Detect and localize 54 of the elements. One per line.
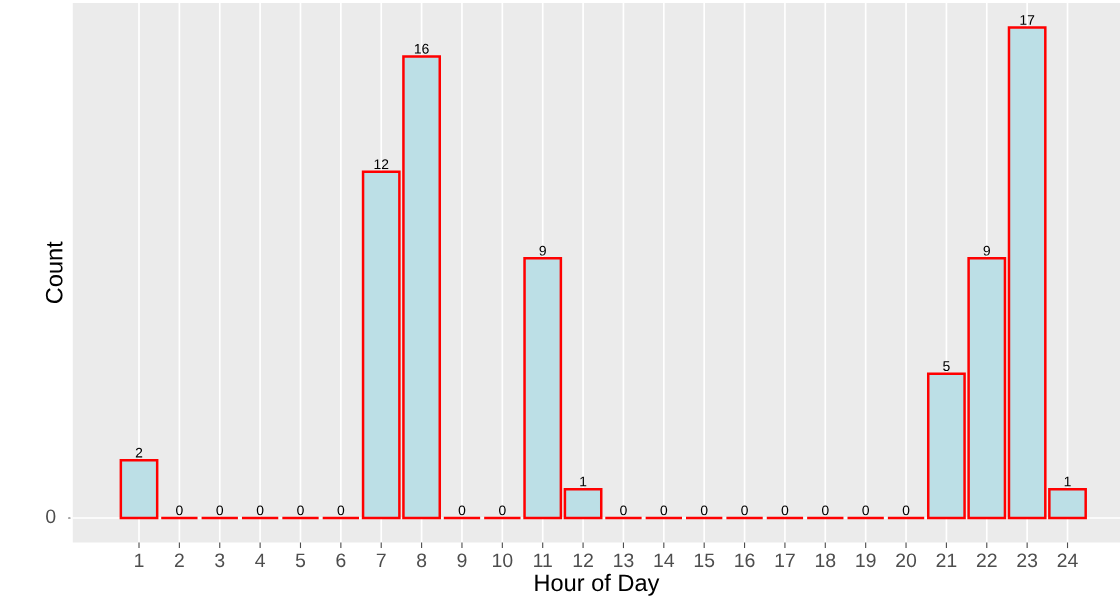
x-tick-label: 16 — [735, 553, 755, 568]
data-label: 0 — [700, 505, 708, 516]
bar — [523, 257, 563, 520]
bar — [119, 459, 159, 520]
data-label: 0 — [176, 505, 183, 516]
y-axis-title: Count — [45, 241, 63, 304]
data-label: 0 — [620, 505, 627, 516]
x-tick-label: 22 — [976, 553, 997, 568]
data-label: 0 — [297, 505, 304, 516]
x-tick-label: 17 — [775, 553, 795, 568]
data-label: 0 — [458, 505, 466, 516]
data-label: 2 — [135, 447, 143, 458]
x-tick-label: 14 — [654, 553, 675, 568]
data-label: 5 — [943, 361, 950, 371]
x-tick-label: 5 — [295, 553, 306, 568]
data-label: 12 — [374, 159, 389, 169]
x-tick-label: 21 — [936, 553, 957, 568]
x-tick-label: 1 — [135, 553, 144, 568]
x-tick-label: 10 — [493, 553, 513, 568]
data-label: 0 — [337, 505, 345, 516]
data-label: 16 — [414, 43, 429, 54]
data-label: 1 — [580, 476, 587, 487]
data-label: 0 — [781, 505, 789, 516]
x-tick-label: 18 — [815, 553, 836, 568]
x-tick-label: 9 — [457, 553, 467, 568]
x-tick-label: 23 — [1017, 553, 1038, 568]
x-tick-label: 7 — [376, 553, 386, 568]
x-tick-label: 6 — [336, 553, 346, 568]
x-tick-label: 20 — [896, 553, 917, 568]
data-label: 0 — [499, 505, 506, 516]
x-tick-label: 8 — [417, 553, 427, 568]
x-tick-label: 15 — [694, 553, 715, 568]
x-axis-title: Hour of Day — [535, 573, 660, 596]
text: 0 — [46, 509, 56, 524]
x-tick-label: 13 — [614, 553, 634, 568]
data-label: 9 — [539, 245, 546, 256]
data-label: 0 — [862, 505, 869, 516]
data-label: 9 — [983, 245, 990, 256]
x-tick-label: 2 — [174, 553, 184, 568]
data-label: 0 — [660, 505, 668, 516]
data-label: 1 — [1064, 476, 1071, 487]
data-label: 0 — [216, 505, 224, 516]
x-tick-label: 12 — [573, 553, 593, 568]
x-tick-label: 4 — [255, 553, 265, 568]
data-label: 0 — [741, 505, 748, 516]
bar — [563, 487, 603, 520]
data-label: 17 — [1020, 15, 1035, 25]
data-label: 0 — [256, 505, 264, 516]
x-tick-label: 24 — [1057, 553, 1078, 568]
data-label: 0 — [821, 505, 829, 516]
x-tick-label: 3 — [215, 553, 225, 568]
data-label: 0 — [902, 505, 910, 516]
x-tick-label: 11 — [534, 553, 552, 568]
x-tick-label: 19 — [856, 553, 876, 568]
